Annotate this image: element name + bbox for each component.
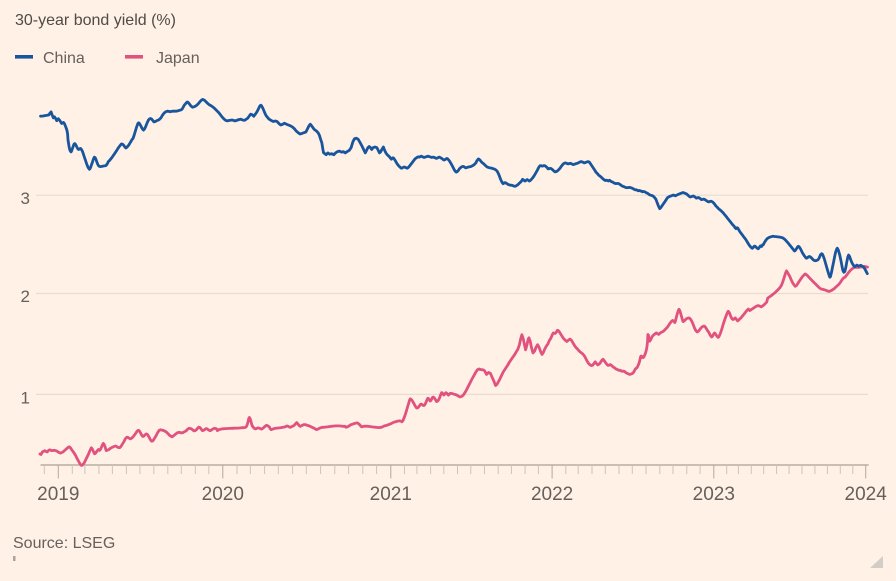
svg-text:Source: LSEG: Source: LSEG xyxy=(13,535,115,552)
svg-text:2020: 2020 xyxy=(202,484,244,505)
svg-text:3: 3 xyxy=(21,189,30,208)
svg-text:Japan: Japan xyxy=(156,50,200,67)
svg-text:2021: 2021 xyxy=(370,484,412,505)
svg-text:2019: 2019 xyxy=(37,484,79,505)
svg-text:2: 2 xyxy=(21,287,30,306)
svg-text:2024: 2024 xyxy=(845,484,888,505)
svg-text:China: China xyxy=(43,50,85,67)
svg-text:2022: 2022 xyxy=(531,484,573,505)
svg-text:2023: 2023 xyxy=(693,484,735,505)
svg-text:30-year bond yield (%): 30-year bond yield (%) xyxy=(15,12,176,29)
svg-text:1: 1 xyxy=(21,389,30,408)
